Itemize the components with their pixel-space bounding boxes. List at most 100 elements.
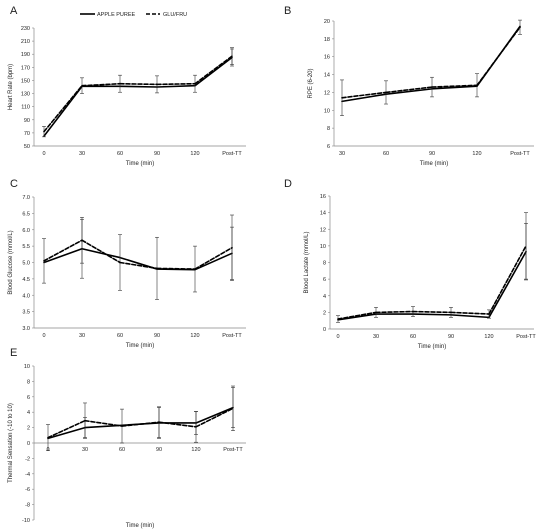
apple-puree-line-segment: [156, 84, 196, 88]
glu-fru-line-segment: [488, 245, 527, 315]
glu-fru-line-segment: [119, 82, 158, 86]
y-tick-label: 150: [21, 78, 30, 84]
x-tick-label: 60: [117, 333, 123, 339]
y-tick-label: 130: [21, 92, 30, 98]
glu-fru-line-segment: [431, 84, 478, 88]
y-tick-label: 8: [27, 379, 30, 385]
x-axis-label: Time (min): [418, 344, 446, 350]
x-axis-label: Time (min): [420, 161, 448, 167]
panel-blood-lactate: 0 2 4 6 8 10 12 14 16 0 30 60 90 120 Post-TT Time (min)…: [304, 194, 536, 350]
y-axis-label: RPE (6-20): [308, 68, 314, 98]
y-tick-label: 3.0: [22, 326, 30, 332]
glu-fru-line-segment: [84, 419, 123, 427]
y-tick-label: -10: [22, 518, 30, 524]
x-tick-label: 60: [117, 151, 123, 157]
glu-fru-line-segment: [81, 82, 121, 87]
y-tick-label: 6: [327, 144, 330, 150]
panel-letter-a: A: [10, 5, 18, 17]
glu-fru-line-segment: [156, 82, 196, 86]
y-tick-label: 4: [27, 410, 30, 416]
x-axis-label: Time (min): [126, 161, 154, 167]
x-tick-label: 90: [429, 151, 435, 157]
panel-letter-d: D: [284, 178, 292, 190]
y-tick-label: -2: [25, 456, 30, 462]
y-axis-label: Blood Lactate (mmol/L): [304, 231, 310, 293]
y-tick-label: 12: [320, 227, 326, 233]
panel-letter-e: E: [10, 347, 17, 359]
apple-puree-line-segment: [119, 85, 158, 88]
glu-fru-line-segment: [476, 26, 521, 87]
glu-fru-line-segment: [43, 239, 83, 262]
glu-fru-line-segment: [375, 310, 414, 314]
y-tick-label: 14: [324, 73, 330, 79]
glu-fru-line-segment: [119, 261, 158, 270]
panel-heart-rate: 50 70 90 110 130 150 170 190 210 230 0 30 60 90 120 Pos…: [8, 26, 246, 167]
x-tick-label: 30: [79, 333, 85, 339]
x-tick-label: 120: [484, 334, 493, 340]
y-axis-label: Thermal Sensation (-10 to 10): [8, 403, 14, 483]
glu-fru-line-segment: [47, 419, 86, 439]
y-tick-label: 10: [24, 364, 30, 370]
glu-fru-line-segment: [156, 267, 196, 270]
y-tick-label: 4.5: [22, 277, 30, 283]
apple-puree-line-segment: [385, 88, 433, 96]
x-axis-label: Time (min): [126, 523, 154, 529]
legend: APPLE PUREE GLU/FRU: [80, 12, 187, 18]
y-tick-label: 210: [21, 39, 30, 45]
y-tick-label: 170: [21, 65, 30, 71]
y-tick-label: 5.0: [22, 261, 30, 267]
x-tick-label: 120: [190, 333, 199, 339]
y-tick-label: 14: [320, 211, 326, 217]
legend-glu-label: GLU/FRU: [163, 12, 187, 18]
apple-puree-line-segment: [43, 247, 83, 264]
y-tick-label: 10: [320, 244, 326, 250]
y-tick-label: 5.5: [22, 244, 30, 250]
apple-puree-line-segment: [47, 426, 86, 440]
apple-puree-line-segment: [450, 314, 490, 319]
x-tick-label: Post-TT: [510, 151, 530, 157]
panel-blood-glucose: 3.0 3.5 4.0 4.5 5.0 5.5 6.0 6.5 7.0 0 30 60 90 120 Pos…: [8, 195, 246, 349]
glu-fru-line-segment: [337, 311, 377, 320]
y-tick-label: 190: [21, 52, 30, 58]
y-tick-label: 16: [324, 55, 330, 61]
glu-fru-line-segment: [121, 421, 160, 427]
panel-rpe: 6 8 10 12 14 16 18 20 30 60 90 120 Post-TT Time (min)…: [308, 19, 534, 167]
x-tick-label: Post-TT: [516, 334, 536, 340]
y-tick-label: -6: [25, 487, 30, 493]
y-tick-label: 7.0: [22, 195, 30, 201]
panel-letter-c: C: [10, 178, 18, 190]
x-tick-label: 0: [42, 151, 45, 157]
apple-puree-line-segment: [488, 250, 527, 319]
x-tick-label: Post-TT: [222, 333, 242, 339]
x-tick-label: 30: [339, 151, 345, 157]
panel-thermal-sensation: -10-8-6-4-202468100306090120Post-TTTime …: [8, 364, 246, 529]
y-tick-label: 4: [323, 294, 326, 300]
y-tick-label: 2: [323, 310, 326, 316]
x-tick-label: 30: [373, 334, 379, 340]
y-tick-label: 6: [27, 395, 30, 401]
x-tick-label: 90: [154, 151, 160, 157]
y-tick-label: 4.0: [22, 293, 30, 299]
y-tick-label: 6: [323, 277, 326, 283]
panel-letter-b: B: [284, 5, 291, 17]
x-tick-label: Post-TT: [223, 447, 243, 453]
y-tick-label: 8: [323, 261, 326, 267]
y-tick-label: 20: [324, 19, 330, 25]
x-tick-label: 30: [82, 447, 88, 453]
glu-fru-line-segment: [43, 84, 83, 133]
y-tick-label: 16: [320, 194, 326, 200]
glu-fru-line-segment: [412, 310, 452, 314]
apple-puree-line-segment: [337, 313, 377, 321]
apple-puree-line-segment: [431, 85, 478, 90]
glu-fru-line-segment: [450, 311, 490, 315]
y-tick-label: -4: [25, 472, 30, 478]
apple-puree-line-segment: [81, 247, 121, 259]
y-tick-label: 3.5: [22, 310, 30, 316]
apple-puree-line-segment: [195, 406, 234, 424]
apple-puree-line-segment: [341, 93, 387, 103]
apple-puree-line-segment: [194, 56, 233, 87]
y-tick-label: 2: [27, 426, 30, 432]
y-tick-label: 18: [324, 37, 330, 43]
glu-fru-line-segment: [194, 246, 233, 270]
